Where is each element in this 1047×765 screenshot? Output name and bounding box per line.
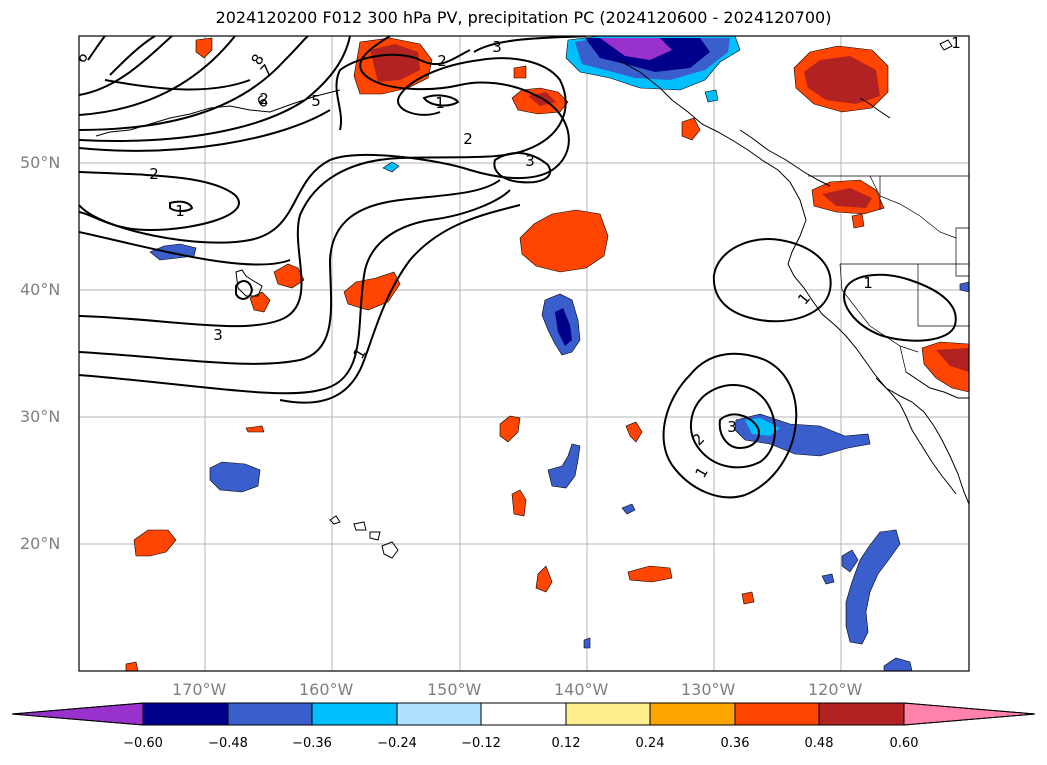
map-frame bbox=[78, 35, 970, 672]
colorbar-tick: 0.12 bbox=[551, 736, 581, 751]
colorbar-tick: −0.36 bbox=[292, 736, 332, 751]
map-title: 2024120200 F012 300 hPa PV, precipitatio… bbox=[215, 8, 832, 27]
colorbar-extend-high bbox=[903, 702, 1036, 726]
contour-label: 1 bbox=[435, 94, 445, 112]
contour-label: 2 bbox=[149, 165, 159, 183]
contour-label: 2 bbox=[463, 130, 473, 148]
lat-label: 50°N bbox=[20, 153, 61, 172]
colorbar bbox=[11, 702, 1036, 726]
pv-contour-1-low bbox=[712, 238, 832, 323]
lon-label: 150°W bbox=[427, 680, 482, 699]
contour-label: 3 bbox=[525, 152, 535, 170]
lon-label: 170°W bbox=[172, 680, 227, 699]
precip-neg-baja bbox=[845, 529, 901, 645]
contour-label: 1 bbox=[951, 34, 961, 52]
contour-label: 3 bbox=[492, 38, 502, 56]
lat-label: 20°N bbox=[20, 534, 61, 553]
gridlines bbox=[79, 36, 969, 671]
contour-label: 1 bbox=[691, 464, 711, 481]
colorbar-tick: 0.24 bbox=[635, 736, 665, 751]
contour-label: 6 bbox=[71, 49, 91, 66]
contour-label: 3 bbox=[727, 418, 737, 436]
contour-label: 1 bbox=[794, 289, 814, 308]
colorbar-tick: −0.12 bbox=[461, 736, 501, 751]
pv-contours bbox=[79, 36, 957, 499]
lon-label: 160°W bbox=[299, 680, 354, 699]
lon-label: 130°W bbox=[681, 680, 736, 699]
colorbar-tick: 0.36 bbox=[720, 736, 750, 751]
lon-label: 140°W bbox=[554, 680, 609, 699]
colorbar-tick: 0.48 bbox=[804, 736, 834, 751]
contour-label: 1 bbox=[349, 345, 369, 362]
positive-precip-areas bbox=[125, 37, 969, 671]
contour-label: 1 bbox=[863, 274, 873, 292]
contour-label: 3 bbox=[213, 326, 223, 344]
colorbar-extend-low bbox=[11, 702, 144, 726]
contour-label: 5 bbox=[311, 92, 321, 110]
lat-label: 30°N bbox=[20, 407, 61, 426]
contour-label: 2 bbox=[437, 52, 447, 70]
coastlines bbox=[95, 39, 969, 559]
contour-label: 1 bbox=[175, 202, 185, 220]
political-borders bbox=[808, 175, 969, 381]
colorbar-tick: 0.60 bbox=[889, 736, 919, 751]
colorbar-tick: −0.60 bbox=[123, 736, 163, 751]
negative-precip-areas bbox=[149, 36, 969, 671]
precip-pos-central bbox=[519, 209, 609, 273]
contour-label: 2 bbox=[689, 430, 708, 449]
colorbar-tick: −0.24 bbox=[377, 736, 417, 751]
pv-contour-3-ridge bbox=[79, 57, 567, 328]
lon-label: 120°W bbox=[808, 680, 863, 699]
lat-label: 40°N bbox=[20, 280, 61, 299]
colorbar-tick: −0.48 bbox=[208, 736, 248, 751]
contour-label: 2 bbox=[259, 90, 269, 108]
